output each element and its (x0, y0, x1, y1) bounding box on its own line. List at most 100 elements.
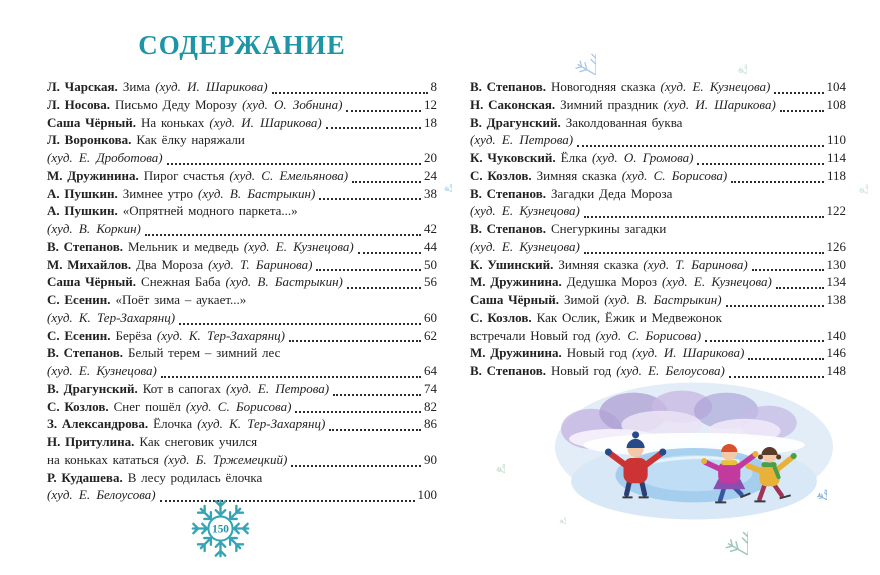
entry-page-number: 38 (424, 185, 437, 201)
dot-leader (751, 269, 824, 272)
entry-author: В. Степанов. (470, 185, 546, 201)
entry-author: Н. Притулина. (47, 434, 135, 449)
entry-author: Саша Чёрный. (47, 274, 137, 290)
dot-leader (144, 233, 421, 236)
entry-illustrator: (худ. Е. Кузнецова) (243, 238, 354, 254)
entry-title-continuation: встречали Новый год (470, 327, 591, 343)
entry-illustrator: (худ. И. Шарикова) (663, 96, 776, 112)
toc-column-left: Л. Чарская. Зима (худ. И. Шарикова) 8 Л. Нос… (47, 79, 437, 505)
entry-illustrator: (худ. Б. Тржемецкий) (163, 451, 288, 467)
entry-author: А. Пушкин. (47, 185, 118, 201)
dot-leader (705, 340, 824, 343)
dot-leader (346, 109, 421, 112)
entry-author: В. Драгунский. (47, 380, 138, 396)
dot-leader (316, 269, 421, 272)
dot-leader (577, 145, 824, 147)
toc-entry-line: (худ. Е. Петрова) 110 (470, 132, 846, 150)
toc-entry-line: Саша Чёрный. На коньках (худ. И. Шарикова)… (47, 115, 437, 133)
entry-title: Ёлка (560, 150, 587, 165)
toc-entry-line: А. Пушкин. «Опрятней модного паркета...» (47, 203, 437, 221)
entry-illustrator: (худ. В. Бастрыкин) (604, 292, 722, 307)
toc-entry-line: В. Драгунский. Кот в сапогах (худ. Е. Петр… (47, 381, 437, 399)
entry-illustrator: (худ. С. Борисова) (621, 167, 728, 183)
entry-page-number: 24 (424, 167, 437, 183)
dot-leader (166, 162, 421, 165)
entry-title: Зимняя сказка (536, 167, 617, 183)
snowflake-icon (486, 454, 505, 473)
entry-title: Зимний праздник (560, 96, 659, 112)
entry-author: В. Степанов. (470, 221, 546, 236)
entry-page-number: 114 (826, 150, 846, 165)
toc-entry-line: В. Степанов. Загадки Деда Мороза (470, 186, 846, 204)
folio-page-number: 150 (212, 523, 229, 535)
entry-author: Л. Носова. (47, 96, 111, 112)
entry-author: В. Степанов. (470, 79, 546, 94)
snowflake-icon (727, 54, 747, 74)
skating-child-magenta (701, 443, 759, 504)
dot-leader (779, 109, 824, 112)
entry-page-number: 118 (826, 167, 846, 183)
toc-entry-line: К. Чуковский. Ёлка (худ. О. Громова) 114 (470, 150, 846, 168)
folio-circle (207, 515, 234, 542)
entry-illustrator: (худ. И. Шарикова) (155, 79, 268, 94)
entry-author: Р. Кудашева. (47, 469, 123, 485)
entry-page-number: 62 (424, 327, 437, 343)
entry-page-number: 60 (424, 309, 437, 325)
entry-title: Как снеговик учился (139, 434, 258, 449)
entry-illustrator: (худ. К. Тер-Захарянц) (156, 327, 285, 343)
entry-author: Л. Воронкова. (47, 132, 132, 148)
entry-illustrator: (худ. С. Борисова) (595, 327, 702, 343)
entry-title: Белый терем – зимний лес (127, 345, 281, 361)
entry-illustrator: (худ. Е. Кузнецова) (662, 274, 772, 290)
entry-page-number: 134 (826, 274, 847, 290)
dot-leader (697, 162, 824, 165)
toc-entry-line: С. Козлов. Зимняя сказка (худ. С. Борисова… (470, 168, 846, 186)
entry-title: «Опрятней модного паркета...» (122, 203, 298, 219)
dot-leader (160, 375, 421, 378)
toc-column-right: В. Степанов. Новогодняя сказка (худ. Е. Ку… (470, 79, 846, 381)
entry-page-number: 18 (424, 114, 437, 130)
toc-entry-line: Н. Притулина. Как снеговик учился (47, 434, 437, 452)
toc-entry-line: (худ. Е. Дроботова) 20 (47, 150, 437, 168)
dot-leader (159, 500, 415, 502)
toc-entry-line: (худ. Е. Кузнецова) 122 (470, 203, 846, 221)
toc-entry-line: А. Пушкин. Зимнее утро (худ. В. Бастрыкин)… (47, 186, 437, 204)
entry-illustrator: (худ. Е. Петрова) (470, 132, 574, 148)
snowflake-icon (435, 175, 452, 192)
dot-leader (731, 180, 824, 183)
entry-illustrator: (худ. Т. Баринова) (643, 256, 748, 272)
entry-author: К. Чуковский. (470, 150, 556, 165)
toc-entry-line: Н. Саконская. Зимний праздник (худ. И. Шар… (470, 97, 846, 115)
dot-leader (583, 216, 824, 218)
entry-illustrator: (худ. В. Бастрыкин) (198, 185, 316, 201)
entry-page-number: 12 (424, 96, 437, 112)
entry-illustrator: (худ. К. Тер-Захарянц) (47, 309, 176, 325)
entry-page-number: 122 (826, 203, 847, 219)
toc-entry-line: Л. Воронкова. Как ёлку наряжали (47, 132, 437, 150)
toc-entry-line: (худ. К. Тер-Захарянц) 60 (47, 310, 437, 328)
entry-title: Снежная Баба (141, 274, 221, 290)
entry-title: Как Ослик, Ёжик и Медвежонок (536, 309, 722, 325)
entry-page-number: 8 (430, 79, 438, 94)
entry-illustrator: (худ. Е. Дроботова) (47, 150, 163, 165)
entry-page-number: 20 (424, 150, 437, 165)
entry-title: Заколдованная буква (565, 114, 683, 130)
entry-title-continuation: на коньках кататься (47, 451, 159, 467)
entry-title: Дедушка Мороз (566, 274, 658, 290)
entry-page-number: 126 (826, 238, 847, 254)
entry-title: Два Мороза (136, 256, 204, 272)
entry-author: Н. Саконская. (470, 96, 556, 112)
entry-illustrator: (худ. Е. Петрова) (226, 380, 330, 396)
dot-leader (325, 127, 421, 130)
entry-author: К. Ушинский. (470, 256, 554, 272)
entry-illustrator: (худ. С. Борисова) (185, 398, 292, 414)
toc-entry-line: В. Степанов. Снегуркины загадки (470, 221, 846, 239)
entry-author: М. Дружинина. (470, 345, 562, 361)
dot-leader (179, 322, 421, 325)
entry-author: В. Степанов. (470, 363, 546, 378)
dot-leader (352, 180, 421, 183)
entry-title: Ёлочка (153, 416, 193, 432)
entry-page-number: 82 (424, 398, 437, 414)
entry-title: Зимняя сказка (558, 256, 639, 272)
entry-page-number: 50 (424, 256, 437, 272)
